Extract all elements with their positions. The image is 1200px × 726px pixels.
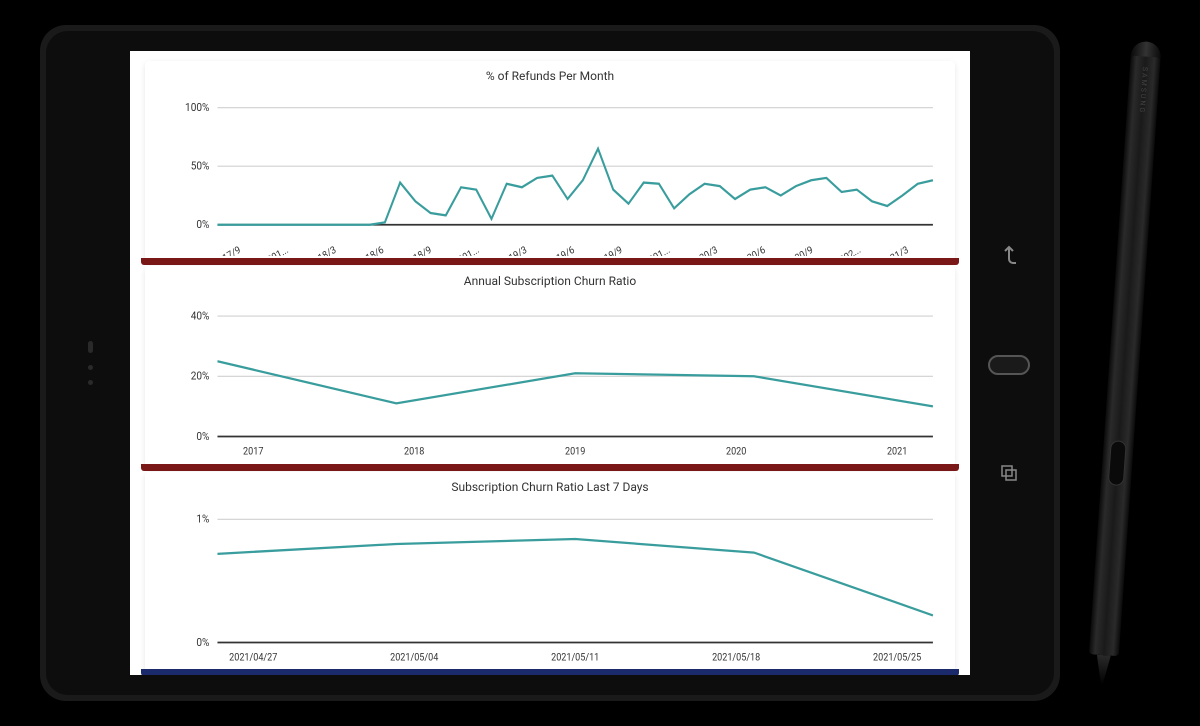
- churn-7days-chart-card: Subscription Churn Ratio Last 7 Days 0% 1…: [145, 472, 955, 671]
- svg-text:2019/3: 2019/3: [498, 244, 529, 256]
- multitask-icon[interactable]: [1001, 465, 1017, 481]
- refunds-chart[interactable]: 0% 50% 100% 2017/9 201... 2018/3 2018/6 2018/9 2…: [157, 87, 943, 256]
- chart-title: Annual Subscription Churn Ratio: [157, 274, 943, 288]
- svg-text:2021/3: 2021/3: [880, 244, 911, 256]
- svg-text:2018: 2018: [404, 446, 424, 458]
- svg-text:2018/6: 2018/6: [355, 244, 386, 256]
- svg-text:0%: 0%: [196, 430, 209, 444]
- svg-text:2021/05/25: 2021/05/25: [873, 652, 922, 664]
- churn-7days-chart[interactable]: 0% 1% 2021/04/27 2021/05/04 2021/05/11 2021/0…: [157, 498, 943, 667]
- svg-text:2020: 2020: [726, 446, 746, 458]
- annual-churn-chart-card: Annual Subscription Churn Ratio 0% 20% 40%…: [145, 266, 955, 465]
- tablet-screen: % of Refunds Per Month 0% 50% 100% 2017/9 20…: [130, 51, 970, 675]
- svg-text:201...: 201...: [456, 244, 481, 256]
- dashboard: % of Refunds Per Month 0% 50% 100% 2017/9 20…: [130, 51, 970, 675]
- stylus-pen: SAMSUNG: [1085, 41, 1162, 711]
- svg-text:2020/6: 2020/6: [737, 244, 768, 256]
- svg-text:2019: 2019: [565, 446, 585, 458]
- svg-text:100%: 100%: [185, 101, 210, 115]
- svg-text:201...: 201...: [266, 244, 291, 256]
- svg-text:2021/05/04: 2021/05/04: [390, 652, 439, 664]
- svg-text:2020/9: 2020/9: [784, 244, 815, 256]
- svg-text:2020/3: 2020/3: [689, 244, 720, 256]
- svg-text:2017/9: 2017/9: [212, 244, 243, 256]
- svg-text:2017: 2017: [243, 446, 263, 458]
- svg-text:0%: 0%: [196, 218, 209, 232]
- svg-text:2019/6: 2019/6: [546, 244, 577, 256]
- refunds-chart-card: % of Refunds Per Month 0% 50% 100% 2017/9 20…: [145, 61, 955, 260]
- tablet-sensors: [88, 341, 93, 385]
- svg-text:2021/05/18: 2021/05/18: [712, 652, 760, 664]
- svg-text:2021: 2021: [887, 446, 907, 458]
- svg-text:2021/04/27: 2021/04/27: [229, 652, 277, 664]
- chart-title: % of Refunds Per Month: [157, 69, 943, 83]
- tablet-device-frame: % of Refunds Per Month 0% 50% 100% 2017/9 20…: [40, 25, 1060, 701]
- svg-text:2021/05/11: 2021/05/11: [551, 652, 599, 664]
- svg-text:2018/9: 2018/9: [403, 244, 434, 256]
- svg-text:2019/9: 2019/9: [594, 244, 625, 256]
- chart-title: Subscription Churn Ratio Last 7 Days: [157, 480, 943, 494]
- svg-text:0%: 0%: [196, 635, 209, 649]
- annual-churn-chart[interactable]: 0% 20% 40% 2017 2018 2019 2020 2021: [157, 292, 943, 461]
- back-icon[interactable]: [1000, 245, 1018, 265]
- svg-text:20%: 20%: [191, 369, 210, 383]
- svg-text:2018/3: 2018/3: [307, 244, 338, 256]
- svg-text:202...: 202...: [838, 244, 863, 256]
- stylus-button[interactable]: [1108, 440, 1127, 486]
- svg-text:40%: 40%: [191, 309, 210, 323]
- svg-text:50%: 50%: [191, 159, 210, 173]
- home-button[interactable]: [988, 355, 1030, 375]
- tablet-controls: [988, 245, 1030, 481]
- svg-text:201...: 201...: [647, 244, 672, 256]
- svg-text:1%: 1%: [196, 512, 209, 526]
